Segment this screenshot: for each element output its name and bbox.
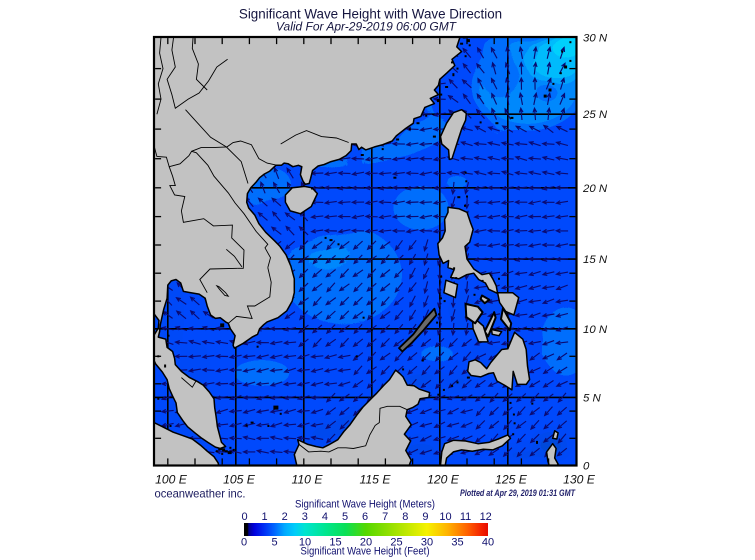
svg-text:Plotted at Apr 29, 2019 01:31: Plotted at Apr 29, 2019 01:31 GMT — [460, 488, 576, 498]
svg-text:0: 0 — [583, 461, 590, 473]
svg-text:2: 2 — [282, 511, 288, 523]
svg-text:4: 4 — [322, 511, 328, 523]
svg-text:0: 0 — [241, 511, 247, 523]
svg-text:15: 15 — [329, 537, 341, 549]
svg-text:10 N: 10 N — [583, 324, 608, 336]
svg-text:100 E: 100 E — [155, 473, 188, 487]
svg-text:12: 12 — [480, 511, 492, 523]
svg-text:30: 30 — [421, 537, 433, 549]
svg-text:20 N: 20 N — [582, 183, 608, 195]
svg-text:10: 10 — [299, 537, 311, 549]
svg-text:15 N: 15 N — [583, 254, 608, 266]
svg-text:7: 7 — [382, 511, 388, 523]
svg-text:6: 6 — [362, 511, 368, 523]
svg-text:8: 8 — [402, 511, 408, 523]
svg-text:Significant Wave Height with W: Significant Wave Height with Wave Direct… — [239, 7, 502, 22]
svg-text:120 E: 120 E — [427, 473, 460, 487]
svg-text:3: 3 — [302, 511, 308, 523]
svg-text:11: 11 — [460, 511, 471, 523]
svg-text:oceanweather inc.: oceanweather inc. — [155, 487, 246, 501]
svg-text:30 N: 30 N — [583, 33, 608, 45]
svg-text:25 N: 25 N — [582, 109, 608, 121]
svg-text:5: 5 — [342, 511, 348, 523]
svg-text:0: 0 — [241, 537, 247, 549]
svg-text:20: 20 — [360, 537, 372, 549]
svg-text:9: 9 — [422, 511, 428, 523]
svg-text:10: 10 — [439, 511, 451, 523]
svg-text:Significant Wave Height (Feet): Significant Wave Height (Feet) — [301, 546, 430, 558]
svg-text:5: 5 — [271, 537, 277, 549]
svg-text:130 E: 130 E — [563, 473, 596, 487]
svg-text:125 E: 125 E — [495, 473, 528, 487]
svg-text:105 E: 105 E — [223, 473, 256, 487]
svg-text:115 E: 115 E — [360, 473, 392, 487]
svg-text:Valid For Apr-29-2019 06:00 GM: Valid For Apr-29-2019 06:00 GMT — [276, 19, 458, 33]
svg-text:1: 1 — [262, 511, 268, 523]
svg-text:5 N: 5 N — [583, 392, 601, 404]
svg-text:40: 40 — [482, 537, 494, 549]
svg-text:Significant Wave Height (Meter: Significant Wave Height (Meters) — [295, 498, 435, 510]
svg-text:110 E: 110 E — [292, 473, 324, 487]
svg-text:25: 25 — [390, 537, 402, 549]
svg-text:35: 35 — [451, 537, 463, 549]
